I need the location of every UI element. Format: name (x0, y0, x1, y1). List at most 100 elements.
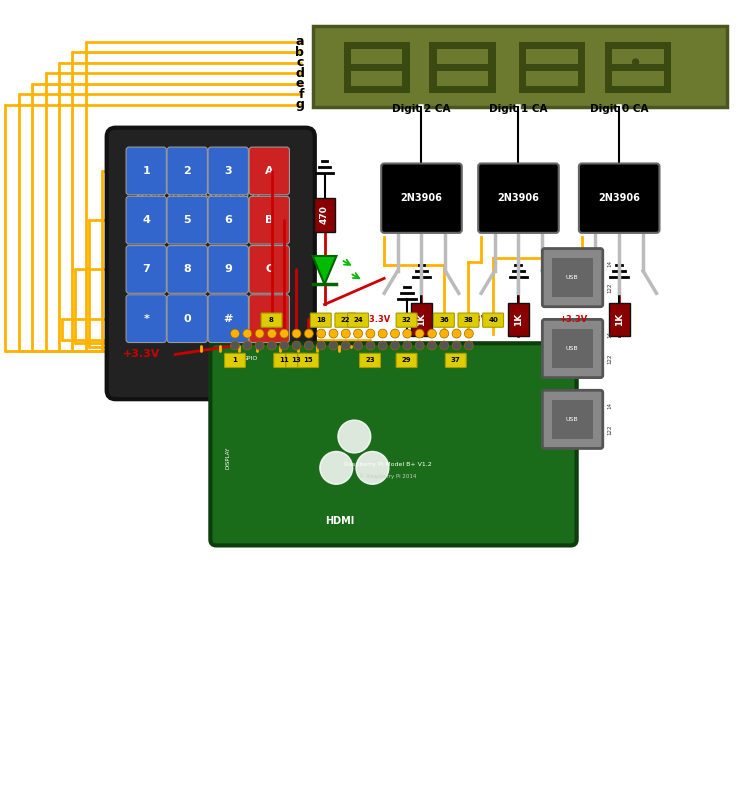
Text: 0: 0 (184, 314, 191, 324)
FancyBboxPatch shape (261, 313, 282, 327)
Text: 24: 24 (353, 317, 363, 323)
FancyBboxPatch shape (433, 313, 454, 327)
Text: 36: 36 (439, 317, 448, 323)
FancyBboxPatch shape (445, 353, 466, 367)
FancyBboxPatch shape (381, 163, 462, 233)
Circle shape (391, 329, 400, 338)
Circle shape (267, 341, 276, 350)
Bar (343, 69, 351, 86)
Text: 1: 1 (142, 166, 150, 176)
Circle shape (342, 341, 351, 350)
Circle shape (427, 341, 436, 350)
Text: 15: 15 (304, 358, 313, 363)
Circle shape (304, 341, 313, 350)
FancyBboxPatch shape (542, 248, 603, 307)
Bar (343, 49, 351, 65)
FancyBboxPatch shape (579, 163, 659, 233)
Text: 23: 23 (366, 358, 374, 363)
Circle shape (415, 329, 424, 338)
Circle shape (280, 329, 289, 338)
Bar (519, 86, 585, 93)
Bar (430, 69, 437, 86)
Text: 8: 8 (184, 265, 191, 274)
Text: a: a (296, 35, 304, 48)
Bar (430, 42, 495, 49)
Text: A: A (265, 166, 274, 176)
Circle shape (342, 329, 351, 338)
Text: 38: 38 (463, 317, 474, 323)
Text: 1K: 1K (417, 313, 426, 326)
Circle shape (329, 341, 338, 350)
FancyBboxPatch shape (483, 313, 504, 327)
Circle shape (292, 341, 301, 350)
FancyBboxPatch shape (167, 147, 207, 195)
FancyBboxPatch shape (167, 196, 207, 244)
Circle shape (464, 329, 474, 338)
Bar (577, 69, 585, 86)
Bar (411, 303, 432, 336)
Text: 1K: 1K (615, 313, 624, 326)
Bar (403, 69, 410, 86)
Circle shape (356, 452, 389, 485)
Text: 14: 14 (608, 331, 612, 338)
Circle shape (317, 341, 326, 350)
Bar (403, 49, 410, 65)
Bar (577, 49, 585, 65)
Text: GPIO: GPIO (242, 355, 257, 361)
Circle shape (633, 59, 639, 65)
Text: © Raspberry Pi 2014: © Raspberry Pi 2014 (360, 474, 416, 479)
Bar (488, 49, 495, 65)
Circle shape (243, 329, 252, 338)
Text: +3.3V: +3.3V (560, 315, 588, 324)
FancyBboxPatch shape (210, 344, 577, 545)
FancyBboxPatch shape (208, 246, 248, 293)
Circle shape (255, 329, 264, 338)
Bar (343, 42, 410, 49)
Text: B: B (265, 215, 274, 225)
Text: 9: 9 (225, 265, 232, 274)
Text: #: # (224, 314, 233, 324)
Circle shape (415, 341, 424, 350)
FancyBboxPatch shape (360, 353, 380, 367)
Text: 7: 7 (142, 265, 150, 274)
Bar (552, 400, 593, 439)
Text: 14: 14 (608, 402, 612, 409)
Text: 37: 37 (451, 358, 461, 363)
Text: 2N3906: 2N3906 (498, 193, 539, 203)
Bar (430, 64, 495, 71)
Circle shape (464, 341, 474, 350)
Text: 29: 29 (402, 358, 411, 363)
Bar (605, 64, 671, 71)
Bar (519, 49, 527, 65)
Bar (605, 49, 612, 65)
Text: b: b (295, 46, 304, 59)
FancyBboxPatch shape (249, 295, 289, 343)
Text: 122: 122 (608, 283, 612, 293)
Circle shape (391, 341, 400, 350)
FancyBboxPatch shape (286, 353, 307, 367)
Circle shape (403, 329, 412, 338)
Text: 2N3906: 2N3906 (401, 193, 442, 203)
FancyBboxPatch shape (313, 26, 727, 107)
Text: 11: 11 (279, 358, 289, 363)
Circle shape (440, 329, 449, 338)
Text: +3.3V: +3.3V (362, 315, 390, 324)
Bar (605, 42, 671, 49)
Text: c: c (297, 56, 304, 69)
Text: Digit 0 CA: Digit 0 CA (590, 104, 648, 114)
Bar (605, 69, 612, 86)
FancyBboxPatch shape (249, 246, 289, 293)
Text: 470: 470 (320, 206, 329, 225)
Text: 22: 22 (341, 317, 350, 323)
Text: e: e (296, 77, 304, 90)
Circle shape (452, 341, 461, 350)
Bar (605, 86, 671, 93)
Text: 4: 4 (142, 215, 150, 225)
Text: 2N3906: 2N3906 (598, 193, 640, 203)
FancyBboxPatch shape (348, 313, 369, 327)
Circle shape (317, 329, 326, 338)
Bar (519, 42, 585, 49)
FancyBboxPatch shape (208, 147, 248, 195)
Text: 32: 32 (402, 317, 411, 323)
FancyBboxPatch shape (126, 147, 166, 195)
